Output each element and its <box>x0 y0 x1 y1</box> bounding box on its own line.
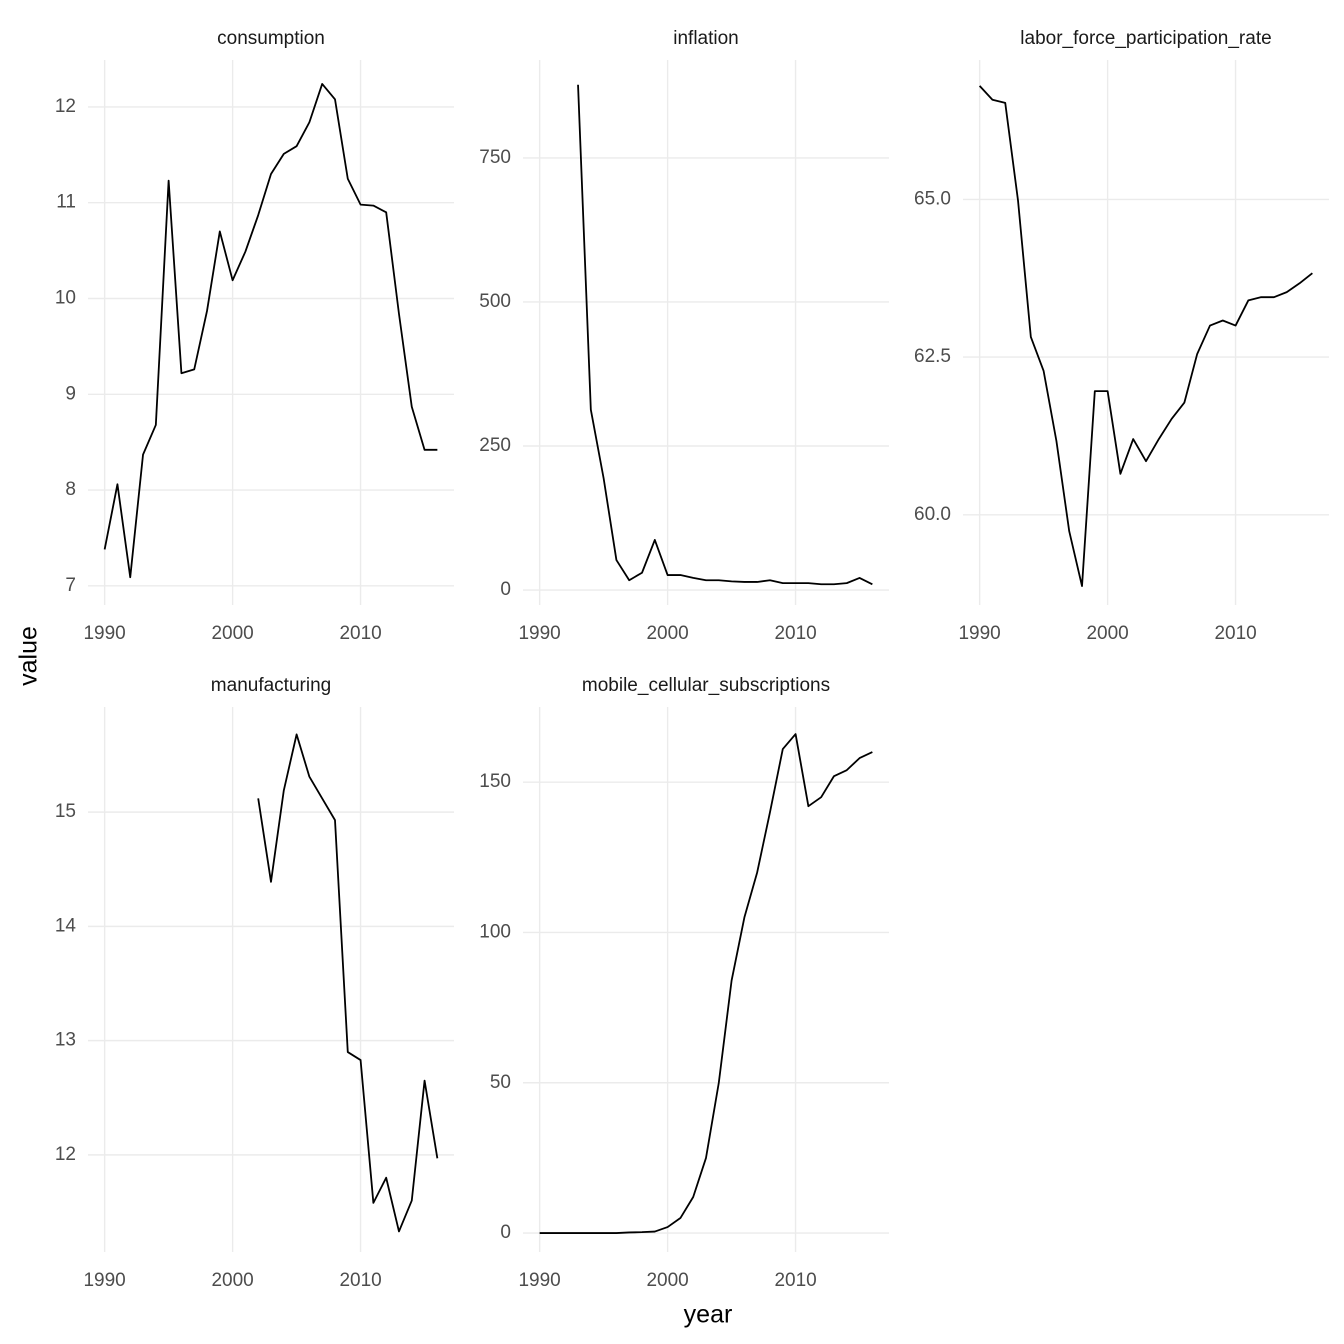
y-tick-label: 15 <box>55 801 76 822</box>
y-tick-label: 10 <box>55 288 76 309</box>
x-tick-label: 1990 <box>958 623 1000 644</box>
x-tick-label: 2010 <box>774 623 816 644</box>
x-tick-label: 2010 <box>774 1270 816 1291</box>
x-tick-label: 1990 <box>518 1270 560 1291</box>
x-tick-label: 1990 <box>518 623 560 644</box>
y-tick-label: 7 <box>65 575 76 596</box>
y-tick-label: 0 <box>500 579 511 600</box>
y-tick-label: 12 <box>55 96 76 117</box>
x-tick-label: 1990 <box>83 1270 125 1291</box>
x-tick-label: 1990 <box>83 623 125 644</box>
y-axis-title: value <box>15 626 43 686</box>
y-tick-label: 500 <box>479 291 511 312</box>
y-tick-label: 65.0 <box>914 188 951 209</box>
x-tick-label: 2000 <box>646 623 688 644</box>
panel-title: inflation <box>673 28 739 49</box>
series-line <box>257 733 439 1233</box>
x-tick-label: 2000 <box>211 1270 253 1291</box>
y-tick-label: 250 <box>479 435 511 456</box>
x-tick-label: 2010 <box>339 623 381 644</box>
y-tick-label: 0 <box>500 1222 511 1243</box>
panel-title: manufacturing <box>211 675 331 696</box>
x-tick-label: 2010 <box>339 1270 381 1291</box>
y-tick-label: 11 <box>56 192 76 213</box>
y-tick-label: 14 <box>55 915 77 936</box>
y-tick-label: 8 <box>65 479 76 500</box>
series-line <box>978 85 1313 587</box>
x-tick-label: 2010 <box>1214 623 1256 644</box>
y-tick-label: 100 <box>479 921 511 942</box>
series-line <box>539 733 873 1234</box>
y-tick-label: 13 <box>55 1030 76 1051</box>
y-tick-label: 50 <box>490 1072 511 1093</box>
x-tick-label: 2000 <box>1086 623 1128 644</box>
y-tick-label: 60.0 <box>914 504 951 525</box>
panel-title: consumption <box>217 28 325 49</box>
series-line <box>103 83 438 579</box>
y-tick-label: 9 <box>65 383 76 404</box>
x-axis-title: year <box>684 1301 733 1329</box>
x-tick-label: 2000 <box>211 623 253 644</box>
y-tick-label: 62.5 <box>914 346 951 367</box>
x-tick-label: 2000 <box>646 1270 688 1291</box>
panel-title: labor_force_participation_rate <box>1020 28 1271 49</box>
y-tick-label: 12 <box>55 1144 76 1165</box>
panel-title: mobile_cellular_subscriptions <box>582 675 830 696</box>
series-line <box>577 84 873 586</box>
y-tick-label: 150 <box>479 771 511 792</box>
y-tick-label: 750 <box>479 147 511 168</box>
